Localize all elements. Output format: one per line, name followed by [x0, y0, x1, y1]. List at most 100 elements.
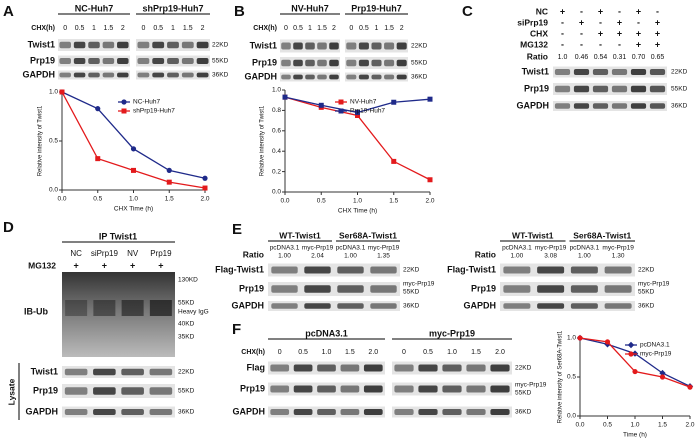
sign: + [636, 6, 641, 16]
point [202, 185, 208, 191]
ratio: 0.46 [575, 54, 589, 61]
band [573, 103, 590, 109]
y-tick-label: 0.0 [567, 413, 576, 420]
x-axis-label: CHX Time (h) [114, 206, 153, 213]
band [149, 409, 173, 415]
size-marker: 55KD [178, 388, 195, 395]
band [281, 59, 291, 67]
band [358, 74, 369, 80]
band [396, 59, 407, 67]
y-tick-label: 0.5 [567, 374, 576, 381]
point [659, 369, 666, 377]
sign: + [102, 260, 107, 270]
band [102, 72, 115, 78]
band [363, 385, 383, 393]
band [305, 74, 315, 80]
band [490, 364, 510, 372]
size-marker: 36KD [178, 409, 195, 416]
row-label: Twist1 [31, 366, 58, 376]
row-label: GAPDH [25, 406, 58, 416]
sign: + [579, 17, 584, 27]
legend-label: myc-Prp19 [640, 351, 672, 358]
band [93, 300, 116, 316]
lane-label: NV [127, 249, 139, 258]
band [317, 364, 336, 372]
row-label: Prp19 [240, 383, 265, 393]
row-label: GAPDH [516, 100, 549, 110]
band [59, 41, 71, 49]
lane-label: 2 [332, 25, 336, 32]
band [442, 364, 462, 372]
y-tick-label: 1.0 [567, 335, 576, 342]
size-marker: 55KD [515, 390, 532, 397]
y-tick-label: 0.0 [272, 189, 281, 196]
band [554, 69, 571, 75]
band [630, 85, 647, 93]
band [370, 285, 397, 293]
blot [62, 366, 175, 378]
point [427, 96, 433, 102]
point [59, 89, 65, 95]
band [293, 59, 303, 67]
sign: - [561, 17, 564, 27]
panel-letter: C [462, 3, 473, 20]
blot [268, 263, 400, 277]
band [149, 300, 172, 316]
band [281, 74, 291, 80]
band [271, 266, 298, 274]
row-label: Prp19 [471, 283, 496, 293]
band [604, 303, 632, 309]
lane-label: 1 [171, 25, 175, 32]
band [570, 303, 598, 309]
ratio: 1.0 [558, 54, 568, 61]
y-axis-label: Relative intensity of Twist1 [260, 105, 266, 176]
size-marker: 22KD [212, 42, 229, 49]
sign: + [598, 6, 603, 16]
ratio: 0.70 [632, 54, 646, 61]
point [355, 109, 360, 115]
x-tick-label: 0.5 [317, 198, 326, 205]
y-axis-label: Relative intensity of Ser68A-Twist1 [558, 330, 564, 423]
band [270, 409, 290, 415]
sign: - [656, 6, 659, 16]
band [592, 69, 609, 75]
y-tick-label: 0.0 [49, 187, 58, 194]
band [293, 385, 313, 393]
band [181, 58, 194, 64]
band [93, 409, 116, 415]
ratio: 1.30 [612, 253, 625, 260]
band [537, 303, 565, 309]
band [337, 285, 364, 293]
sign: + [158, 260, 163, 270]
row-label: Flag [246, 362, 265, 372]
x-tick-label: 2.0 [425, 198, 434, 205]
band [149, 368, 173, 376]
sign: + [636, 39, 641, 49]
size-marker: 55KD [403, 289, 420, 296]
band [117, 58, 129, 64]
legend-label: shPrp19-Huh7 [133, 108, 175, 115]
lane-label: 2.0 [368, 349, 378, 356]
sign: + [130, 260, 135, 270]
band [490, 385, 510, 393]
group-label: pcDNA3.1 [305, 328, 348, 338]
band [396, 42, 407, 50]
lane-label: 2 [201, 25, 205, 32]
band [196, 58, 209, 64]
band [73, 41, 86, 49]
lane-label: Prp19 [150, 249, 172, 258]
panel-letter: E [232, 221, 242, 238]
ratio-label: Ratio [527, 51, 548, 61]
band [396, 74, 407, 80]
band [59, 58, 71, 64]
legend-label: pcDNA3.1 [640, 342, 670, 349]
band [167, 58, 179, 64]
legend-label: NV-Huh7 [350, 99, 377, 106]
sign: + [598, 28, 603, 38]
band [317, 385, 336, 393]
lane-label: 0 [63, 25, 67, 32]
blot [62, 406, 175, 418]
lane-label: 1.0 [447, 349, 457, 356]
size-marker: 130KD [178, 277, 198, 284]
band [554, 85, 571, 93]
